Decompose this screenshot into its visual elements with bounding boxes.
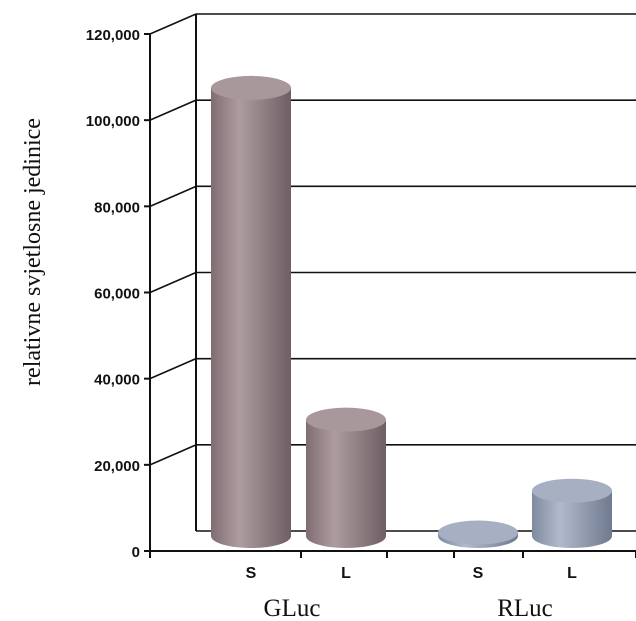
bar-top — [306, 407, 386, 432]
bars — [211, 75, 612, 548]
y-tick-label: 80,000 — [94, 199, 140, 216]
bar-rluc-l — [532, 478, 612, 548]
y-axis-label: relativne svjetlosne jedinice — [20, 118, 46, 386]
x-group-label: GLuc — [264, 595, 321, 621]
bar-gluc-l — [306, 407, 386, 548]
gridline-diagonal — [149, 444, 197, 466]
bar-top — [532, 478, 612, 503]
y-tick-label: 40,000 — [94, 372, 140, 389]
x-category-label: L — [567, 565, 577, 582]
x-category-label: S — [246, 565, 257, 582]
x-axis-labels: S L GLuc S L RLuc — [149, 551, 636, 621]
gridline-diagonal — [149, 185, 197, 208]
gridline-diagonal — [149, 271, 197, 294]
y-tick-label: 60,000 — [94, 286, 140, 303]
gridline-diagonal — [149, 13, 197, 35]
y-axis-ticks: 0 20,000 40,000 60,000 80,000 100,000 120,000 — [86, 27, 150, 561]
x-category-label: L — [341, 565, 351, 582]
gridline-diagonal — [149, 99, 197, 121]
bar-top — [438, 520, 518, 545]
y-tick-label: 0 — [132, 544, 140, 561]
bar-body — [306, 419, 386, 548]
gridline-diagonal — [149, 357, 197, 380]
y-tick-label: 100,000 — [86, 113, 140, 130]
x-category-label: S — [473, 565, 484, 582]
bar-top — [211, 75, 291, 100]
y-tick-label: 20,000 — [94, 458, 140, 475]
y-tick-label: 120,000 — [86, 27, 140, 44]
x-group-label: RLuc — [497, 595, 553, 621]
bar-rluc-s — [438, 520, 518, 548]
bar-body — [532, 490, 612, 548]
bar-body — [211, 87, 291, 548]
bar-gluc-s — [211, 75, 291, 548]
